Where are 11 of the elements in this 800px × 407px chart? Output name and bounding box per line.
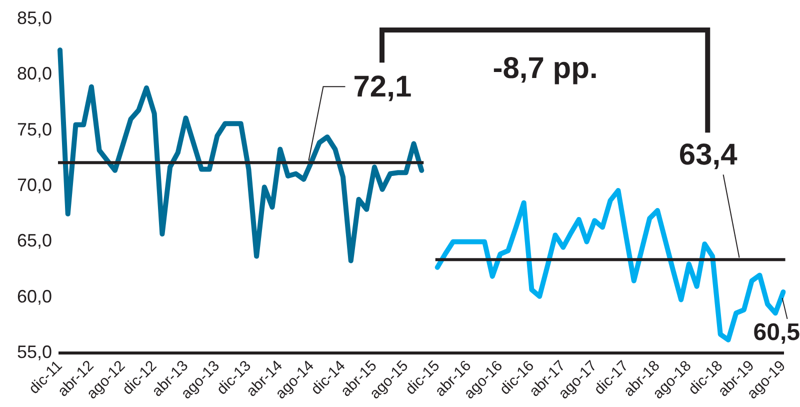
- y-tick-label: 60,0: [16, 286, 52, 306]
- y-tick-label: 75,0: [16, 119, 52, 140]
- data-label: 60,5: [753, 318, 800, 346]
- y-tick-label: 80,0: [16, 64, 52, 84]
- y-tick-label: 55,0: [16, 342, 52, 362]
- y-tick-label: 70,0: [16, 174, 52, 195]
- y-tick-label: 85,0: [16, 8, 52, 28]
- ref-line-label: 63,4: [678, 138, 738, 172]
- annotation: -8,7 pp.: [492, 52, 598, 85]
- ref-line-label: 72,1: [353, 70, 412, 104]
- y-tick-label: 65,0: [16, 230, 52, 251]
